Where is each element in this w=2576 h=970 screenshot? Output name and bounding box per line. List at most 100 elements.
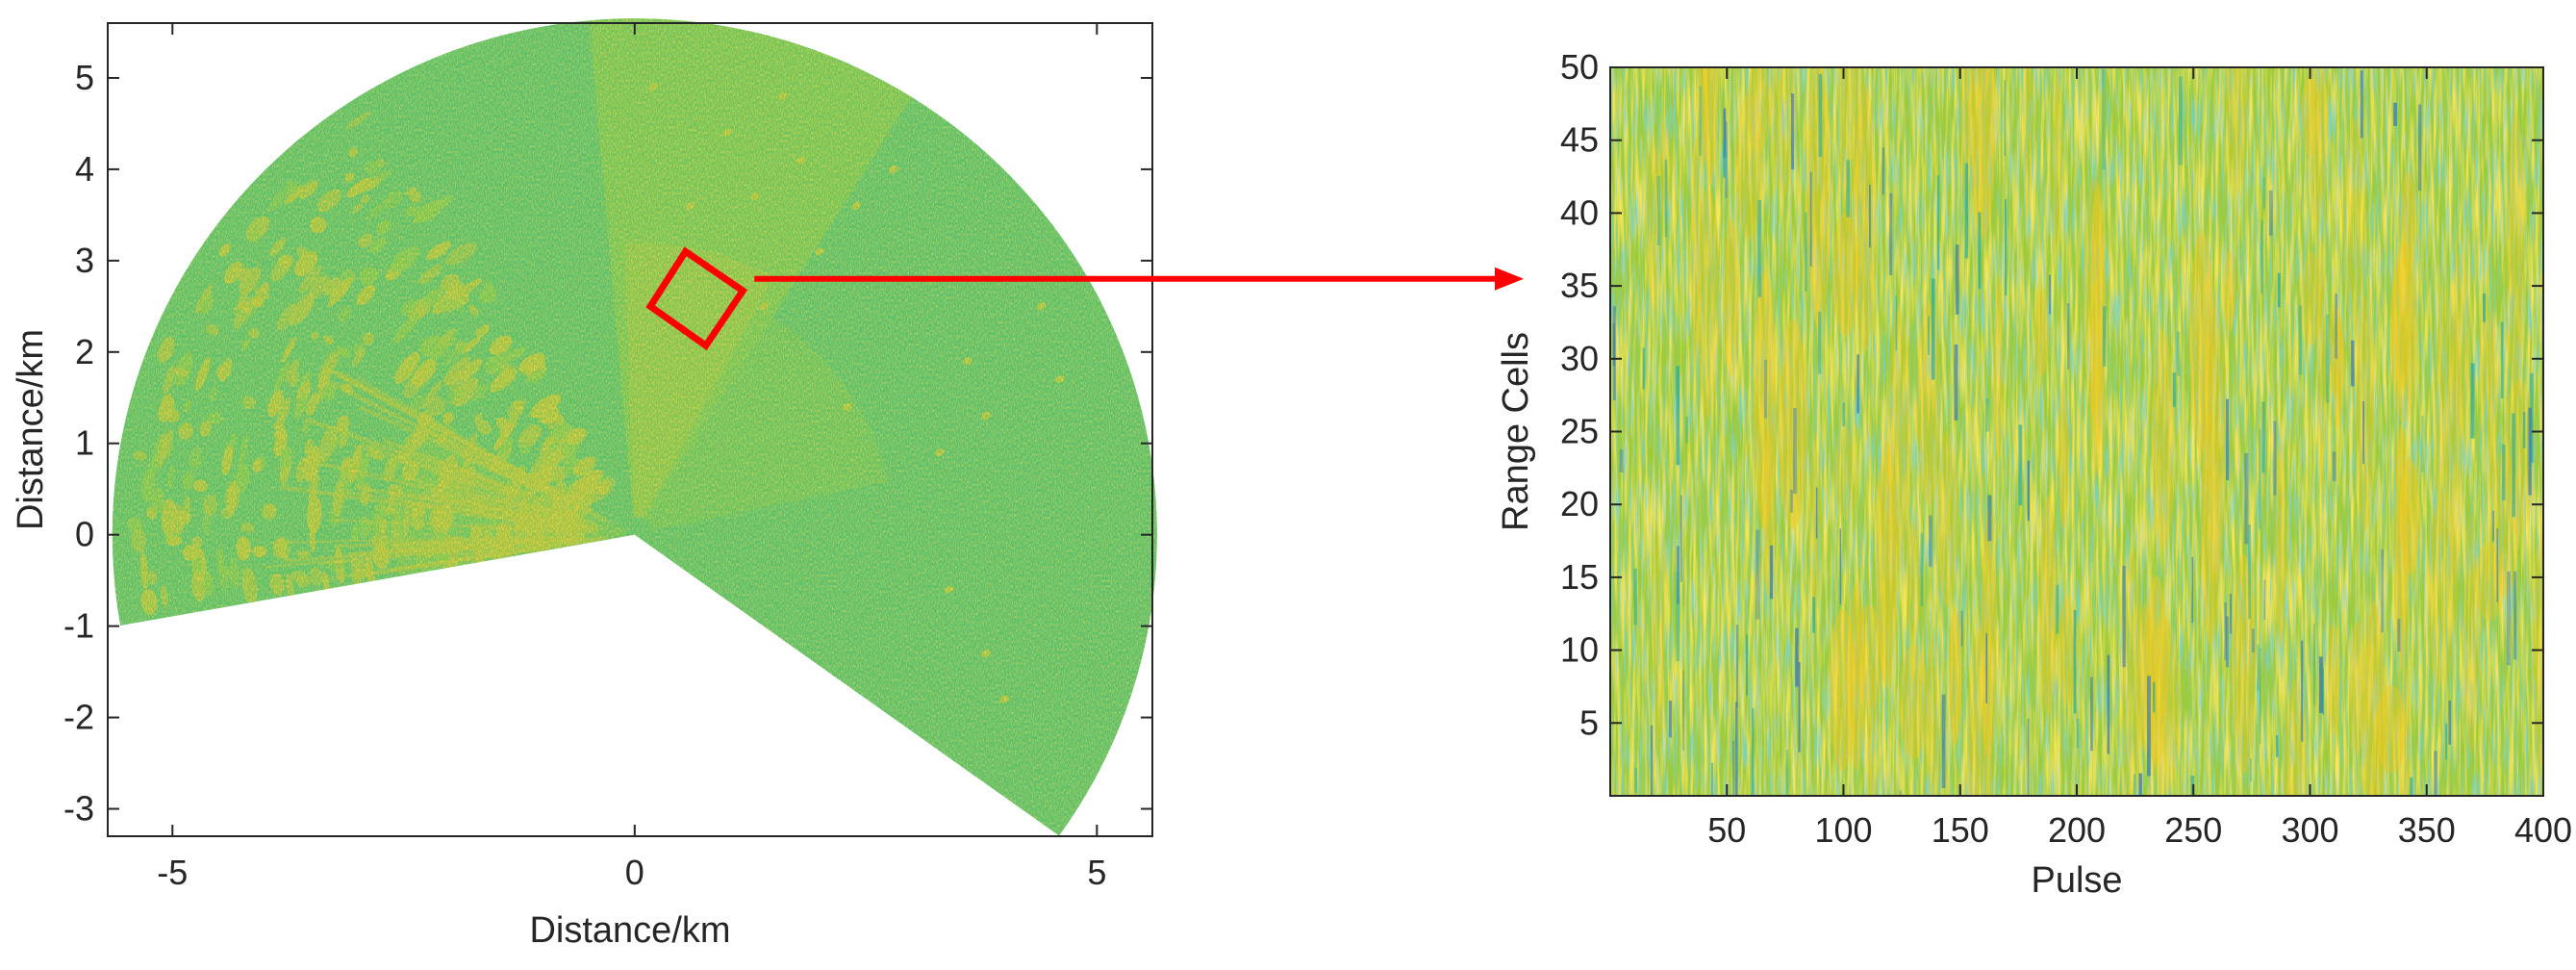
zoomed-x-axis-label: Pulse — [2031, 860, 2122, 901]
zoomed-y-tick-label: 20 — [1560, 484, 1599, 523]
heatmap-blob — [2283, 678, 2308, 796]
heatmap-blob — [1969, 67, 1997, 241]
heatmap-blob — [1747, 67, 1771, 154]
heatmap-blob — [2300, 251, 2323, 345]
heatmap-streak — [1889, 192, 1893, 275]
heatmap-streak — [2076, 718, 2080, 748]
heatmap-streak — [2397, 619, 2401, 652]
heatmap-streak — [2434, 751, 2437, 796]
heatmap-streak — [1682, 670, 1684, 752]
heatmap-blob — [1854, 83, 1877, 353]
heatmap-blob — [1697, 189, 1720, 420]
heatmap-streak — [1676, 546, 1679, 604]
zoomed-x-tick-label: 100 — [1814, 810, 1872, 850]
heatmap-streak — [1804, 212, 1807, 293]
zoomed-y-tick-label: 50 — [1560, 47, 1599, 87]
heatmap-streak — [2027, 718, 2030, 796]
heatmap-blob — [1647, 141, 1660, 312]
ppi-x-tick-label: 5 — [1087, 853, 1106, 892]
ppi-ticks: -5 0 5 -3 -2 -1 0 1 2 3 4 5 — [63, 23, 1152, 892]
heatmap-streak — [1656, 175, 1660, 245]
zoomed-heatmap-cells — [1610, 67, 2543, 796]
heatmap-blob — [1832, 427, 1857, 520]
zoomed-x-tick-label: 400 — [2514, 810, 2572, 850]
heatmap-blob — [1769, 67, 1798, 196]
ppi-chart: -5 0 5 -3 -2 -1 0 1 2 3 4 5 Distance/km Distance/km — [11, 18, 1157, 951]
heatmap-blob — [1690, 137, 1703, 369]
heatmap-streak — [2134, 774, 2136, 796]
heatmap-streak — [1746, 634, 1749, 697]
heatmap-streak — [2470, 363, 2475, 439]
zoomed-ticks: 50 100 150 200 250 300 350 400 5 10 15 20 25 30 35 40 45… — [1560, 47, 2572, 850]
heatmap-blob — [1808, 445, 1822, 603]
heatmap-streak — [2298, 305, 2303, 375]
heatmap-blob — [2275, 441, 2286, 648]
heatmap-blob — [2394, 428, 2411, 673]
heatmap-streak — [1920, 533, 1924, 607]
heatmap-streak — [1869, 184, 1871, 248]
heatmap-streak — [1785, 750, 1789, 796]
heatmap-streak — [1936, 175, 1940, 270]
heatmap-streak — [2418, 104, 2422, 191]
zoomed-heatmap-base — [1610, 67, 2543, 796]
heatmap-streak — [1895, 294, 1898, 351]
heatmap-streak — [2322, 668, 2325, 715]
heatmap-blob — [1887, 308, 1911, 572]
heatmap-streak — [1987, 495, 1992, 542]
heatmap-streak — [2335, 294, 2337, 359]
heatmap-streak — [2325, 314, 2330, 403]
heatmap-streak — [1790, 489, 1793, 513]
heatmap-streak — [1619, 449, 1624, 472]
heatmap-blob — [2399, 458, 2421, 575]
heatmap-streak — [2225, 616, 2230, 668]
heatmap-streak — [1757, 199, 1762, 297]
heatmap-streak — [1856, 354, 1859, 414]
heatmap-streak — [1932, 278, 1935, 380]
heatmap-streak — [1685, 417, 1688, 444]
heatmap-streak — [1815, 487, 1818, 539]
heatmap-streak — [2152, 681, 2156, 713]
heatmap-blob — [2307, 67, 2329, 232]
zoomed-x-tick-label: 250 — [2164, 810, 2222, 850]
heatmap-streak — [2244, 452, 2249, 545]
heatmap-blob — [2446, 316, 2463, 586]
heatmap-streak — [2483, 294, 2486, 322]
heatmap-streak — [1812, 597, 1815, 633]
heatmap-streak — [2259, 428, 2261, 530]
heatmap-blob — [2189, 231, 2215, 453]
heatmap-streak — [1955, 244, 1959, 315]
heatmap-streak — [2005, 198, 2008, 296]
ppi-y-tick-label: 2 — [75, 332, 94, 371]
heatmap-streak — [1676, 366, 1680, 466]
heatmap-blob — [2039, 495, 2057, 716]
heatmap-blob — [2326, 303, 2344, 397]
heatmap-streak — [2004, 80, 2007, 157]
heatmap-streak — [1723, 108, 1727, 158]
heatmap-streak — [1809, 171, 1812, 267]
heatmap-streak — [2393, 102, 2397, 127]
heatmap-streak — [1680, 495, 1682, 582]
heatmap-blob — [2426, 491, 2459, 684]
heatmap-blob — [2052, 71, 2062, 259]
heatmap-streak — [2251, 628, 2255, 652]
heatmap-blob — [2355, 296, 2376, 531]
heatmap-streak — [2147, 676, 2151, 777]
heatmap-blob — [1993, 275, 2004, 461]
heatmap-blob — [2058, 594, 2078, 707]
heatmap-blob — [2435, 286, 2449, 538]
heatmap-streak — [2230, 593, 2233, 634]
heatmap-streak — [1755, 529, 1760, 620]
heatmap-blob — [1866, 662, 1877, 796]
heatmap-streak — [1734, 702, 1738, 796]
heatmap-streak — [2381, 549, 2384, 633]
zoomed-y-axis-label: Range Cells — [1496, 332, 1536, 531]
heatmap-streak — [1846, 160, 1851, 217]
heatmap-streak — [1954, 345, 1958, 421]
heatmap-streak — [2049, 274, 2052, 315]
zoomed-x-tick-label: 50 — [1707, 810, 1746, 850]
heatmap-blob — [2089, 183, 2106, 447]
heatmap-streak — [2250, 758, 2252, 782]
zoomed-x-tick-label: 150 — [1932, 810, 1989, 850]
heatmap-streak — [1960, 610, 1963, 647]
